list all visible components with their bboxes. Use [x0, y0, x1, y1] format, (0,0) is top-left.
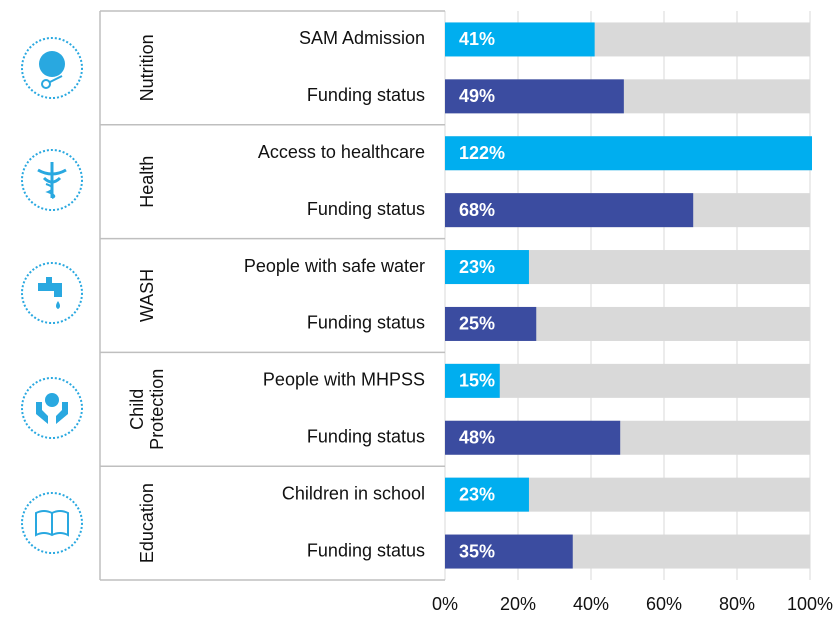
value-label: 41% — [459, 29, 495, 49]
category-label: SAM Admission — [299, 28, 425, 48]
bar — [445, 534, 573, 569]
x-tick-label: 100% — [787, 594, 833, 614]
category-label: Funding status — [307, 85, 425, 105]
icon-child-protection — [21, 377, 83, 439]
bar — [445, 363, 500, 398]
group-label: Nutrition — [137, 34, 157, 101]
category-label: People with MHPSS — [263, 370, 425, 390]
bar — [445, 250, 529, 285]
value-label: 48% — [459, 428, 495, 448]
bar — [445, 420, 621, 455]
value-label: 122% — [459, 143, 505, 163]
group-label: Education — [137, 483, 157, 563]
icon-nutrition — [21, 37, 83, 99]
x-tick-label: 20% — [500, 594, 536, 614]
bar — [445, 136, 812, 171]
icon-health — [21, 149, 83, 211]
bar — [445, 477, 529, 512]
bar — [445, 193, 694, 228]
plot — [445, 22, 812, 569]
category-label: People with safe water — [244, 256, 425, 276]
value-label: 35% — [459, 541, 495, 561]
category-label: Children in school — [282, 483, 425, 503]
group-label: ChildProtection — [127, 369, 167, 450]
icon-wash — [21, 262, 83, 324]
category-label: Funding status — [307, 427, 425, 447]
bar — [445, 306, 537, 341]
value-label: 23% — [459, 257, 495, 277]
value-label: 15% — [459, 371, 495, 391]
bar — [445, 79, 624, 114]
x-tick-label: 0% — [432, 594, 458, 614]
value-label: 68% — [459, 200, 495, 220]
icon-education — [21, 492, 83, 554]
value-label: 23% — [459, 484, 495, 504]
x-tick-label: 60% — [646, 594, 682, 614]
category-label: Access to healthcare — [258, 142, 425, 162]
bar-background — [445, 363, 810, 398]
bar — [445, 22, 595, 57]
category-label: Funding status — [307, 313, 425, 333]
value-label: 49% — [459, 86, 495, 106]
group-label: WASH — [137, 269, 157, 322]
group-label: Health — [137, 156, 157, 208]
x-tick-label: 40% — [573, 594, 609, 614]
value-label: 25% — [459, 314, 495, 334]
x-tick-label: 80% — [719, 594, 755, 614]
category-label: Funding status — [307, 199, 425, 219]
category-label: Funding status — [307, 540, 425, 560]
